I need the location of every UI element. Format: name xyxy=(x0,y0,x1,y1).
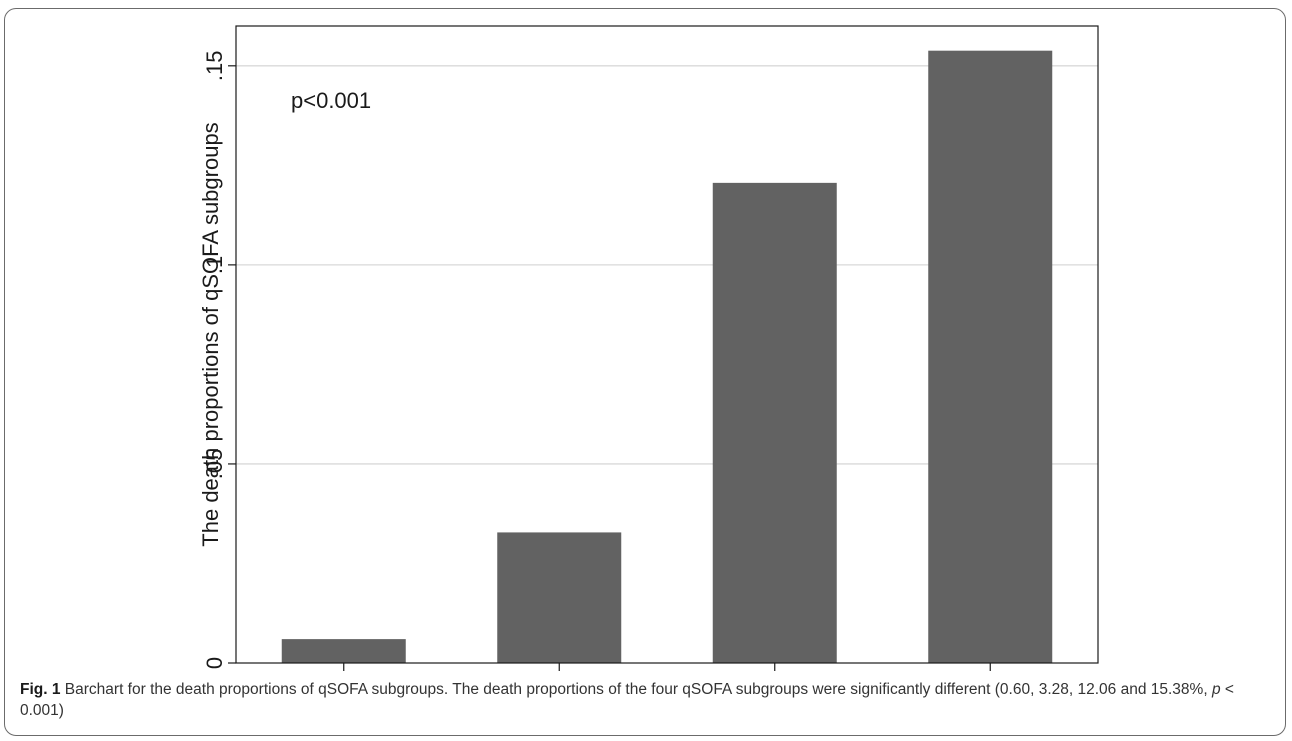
y-axis-ticks: 0 .05 .1 .15 xyxy=(202,51,236,669)
plot-frame xyxy=(235,25,1099,664)
bars xyxy=(281,50,1053,663)
bar-2 xyxy=(712,182,837,663)
figure-frame xyxy=(4,8,1286,736)
p-value-annotation: p<0.001 xyxy=(291,88,371,113)
bar-0 xyxy=(281,639,406,663)
bar-1 xyxy=(497,532,622,663)
y-tick-label: .05 xyxy=(202,449,227,480)
y-tick-label: .1 xyxy=(202,256,227,274)
y-tick-label: .15 xyxy=(202,51,227,82)
x-axis-ticks: 0123 xyxy=(343,663,991,671)
bar-3 xyxy=(928,50,1053,663)
figure-caption: Fig. 1 Barchart for the death proportion… xyxy=(20,679,1270,721)
bar-chart: 0 .05 .1 .15 0123 The death proportions of … xyxy=(198,25,1099,671)
caption-figure-label: Fig. 1 xyxy=(20,681,61,698)
y-tick-label: 0 xyxy=(202,657,227,669)
caption-p-symbol: p xyxy=(1211,681,1221,698)
caption-text-end: < 0.001) xyxy=(20,681,1234,719)
caption-text: Barchart for the death proportions of qS… xyxy=(60,681,1212,698)
y-axis-label: The death proportions of qSOFA subgroups xyxy=(198,122,223,546)
